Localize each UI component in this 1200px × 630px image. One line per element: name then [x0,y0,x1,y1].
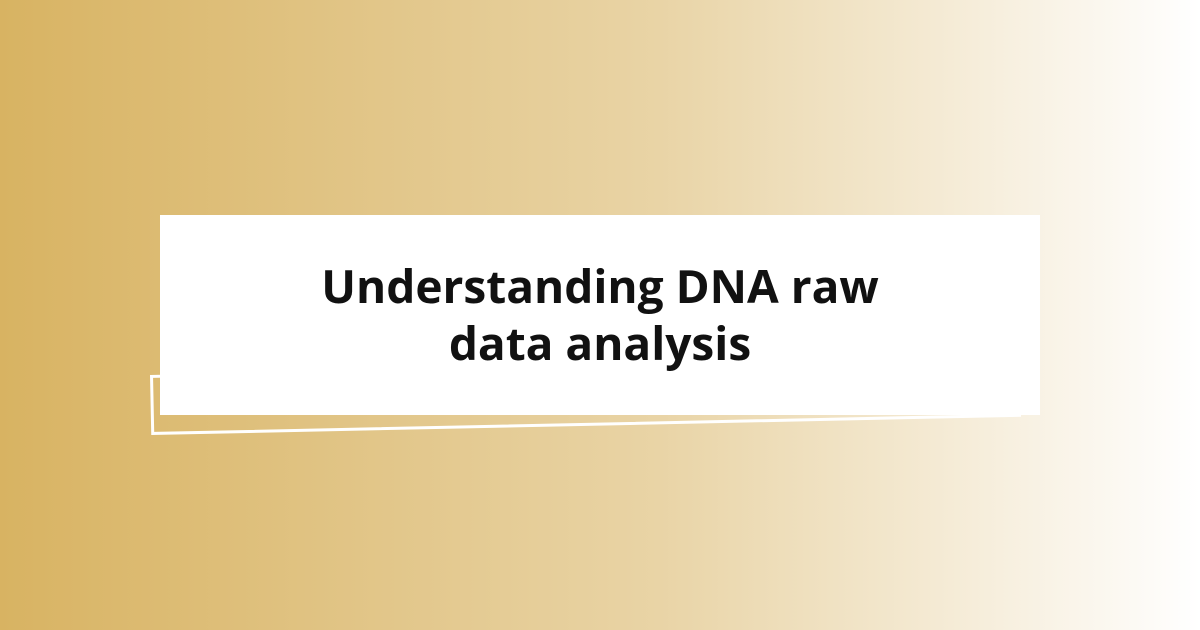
title-card: Understanding DNA raw data analysis [160,215,1040,415]
hero-banner: Understanding DNA raw data analysis [0,0,1200,630]
title-card-wrap: Understanding DNA raw data analysis [160,215,1040,415]
page-title: Understanding DNA raw data analysis [321,258,879,373]
